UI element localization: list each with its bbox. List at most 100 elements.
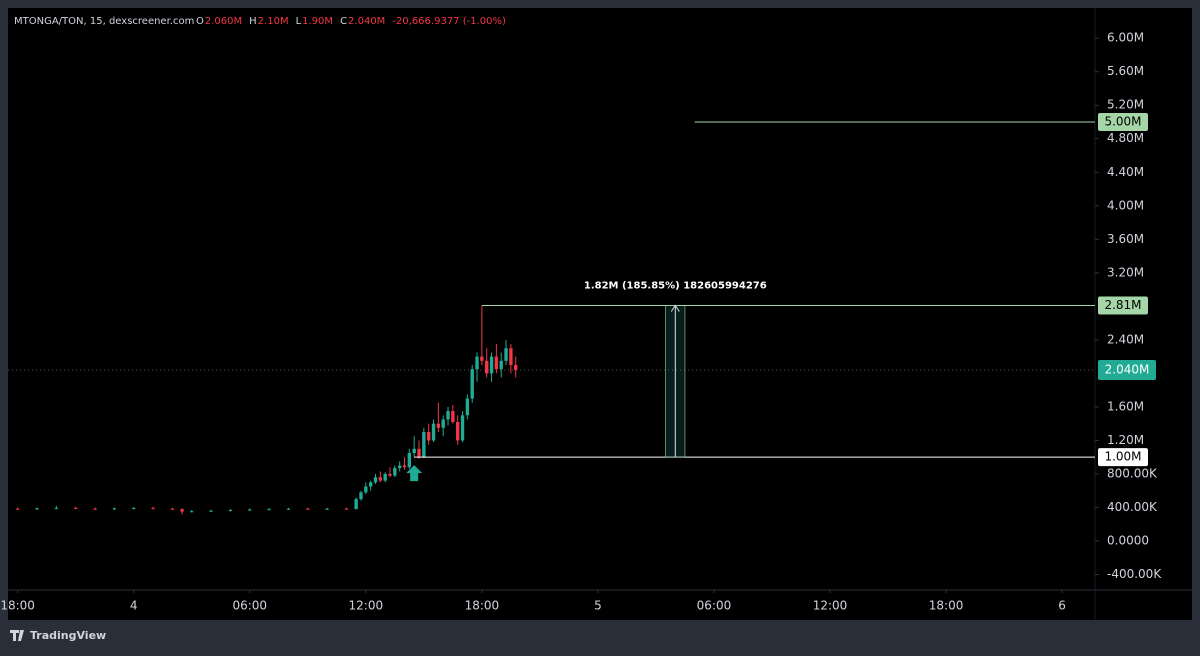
x-tick-label: 06:00 — [232, 599, 267, 613]
ohlc-label: H — [249, 16, 257, 27]
candle-body — [436, 423, 441, 428]
ohlc-value: 2.060M — [205, 16, 242, 27]
candle-body — [412, 448, 416, 453]
candle-body — [465, 398, 470, 416]
candle-body — [74, 507, 78, 509]
candle-body — [228, 509, 233, 511]
ohlc-legend: O 2.060M H 2.10M L 1.90M C 2.040M -20,666.9377 (… — [196, 16, 506, 27]
y-tick-label: 400.00K — [1107, 500, 1158, 514]
candle-body — [267, 509, 271, 511]
candle-body — [460, 415, 465, 441]
y-tick-label: -400.00K — [1107, 567, 1162, 581]
ohlc-value: 1.90M — [302, 16, 333, 27]
y-tick-label: 1.20M — [1107, 433, 1144, 447]
candle-body — [509, 348, 513, 365]
ohlc-label: O — [196, 16, 204, 27]
measure-text: 1.82M (185.85%) 182605994276 — [584, 280, 767, 291]
candle-body — [456, 421, 460, 441]
x-tick-label: 12:00 — [349, 599, 384, 613]
x-tick-label: 18:00 — [465, 599, 500, 613]
y-tick-label: 4.00M — [1107, 198, 1144, 212]
candle-body — [286, 508, 291, 510]
y-tick-label: 3.60M — [1107, 232, 1144, 246]
x-tick-label: 18:00 — [0, 599, 35, 613]
candle-body — [190, 511, 194, 513]
candle-body — [378, 477, 383, 481]
candle-body — [248, 509, 252, 511]
panel — [8, 8, 1192, 620]
current-price-label: 2.040M — [1105, 363, 1150, 377]
ohlc-label: L — [296, 16, 302, 27]
brand: TradingView — [10, 629, 106, 642]
candle-body — [417, 448, 421, 458]
y-tick-label: 5.60M — [1107, 64, 1144, 78]
candle-body — [180, 509, 184, 512]
candle-body — [112, 508, 117, 510]
price-label-box — [1098, 296, 1148, 315]
y-tick-label: 5.20M — [1107, 98, 1144, 112]
x-tick-label: 12:00 — [813, 599, 848, 613]
candle-body — [54, 507, 59, 509]
change: -20,666.9377 (-1.00%) — [392, 16, 506, 27]
candle-body — [470, 369, 474, 399]
brand-name: TradingView — [30, 629, 106, 642]
candle-body — [489, 356, 494, 374]
candle-body — [15, 508, 20, 510]
x-tick-label: 5 — [594, 599, 602, 613]
candle-body — [325, 508, 329, 510]
candle-body — [344, 508, 349, 510]
x-tick-label: 06:00 — [697, 599, 732, 613]
candle-body — [170, 508, 175, 510]
y-tick-label: 6.00M — [1107, 31, 1144, 45]
candle-body — [364, 486, 368, 493]
symbol: MTONGA/TON, 15, dexscreener.com — [14, 16, 194, 27]
candle-body — [514, 364, 518, 371]
y-tick-label: 0.0000 — [1107, 533, 1149, 547]
ohlc-value: 2.10M — [258, 16, 289, 27]
candle-body — [499, 360, 503, 370]
price-label-box — [1098, 448, 1148, 467]
x-tick-label: 4 — [130, 599, 138, 613]
candle-body — [368, 482, 373, 487]
y-tick-label: 1.60M — [1107, 399, 1144, 413]
ohlc-value: 2.040M — [348, 16, 385, 27]
candle-body — [93, 508, 97, 510]
current-price-box — [1098, 360, 1156, 381]
candle-body — [373, 477, 378, 483]
y-tick-label: 800.00K — [1107, 466, 1158, 480]
x-tick-label: 6 — [1058, 599, 1066, 613]
candle-body — [35, 508, 39, 510]
candle-body — [397, 465, 402, 469]
measure-arrow-head — [670, 304, 680, 312]
y-tick-label: 4.40M — [1107, 165, 1144, 179]
candle-body — [388, 473, 392, 476]
candle-body — [402, 465, 407, 468]
candle-body — [383, 473, 387, 481]
logo — [10, 630, 24, 641]
candle-body — [441, 419, 445, 428]
ohlc-label: C — [340, 16, 347, 27]
y-tick-label: 2.40M — [1107, 332, 1144, 346]
candle-body — [446, 411, 450, 420]
candle-body — [354, 499, 358, 510]
candle-body — [475, 356, 479, 370]
candle-body — [485, 360, 489, 374]
candle-body — [504, 348, 508, 361]
candle-body — [451, 411, 455, 422]
candle-body — [431, 423, 436, 441]
candle-body — [306, 508, 310, 510]
candle-body — [480, 356, 484, 361]
candle-body — [132, 508, 136, 510]
price-label-box — [1098, 112, 1148, 131]
y-tick-label: 4.80M — [1107, 131, 1144, 145]
candle-body — [494, 356, 499, 370]
candle-body — [359, 492, 363, 500]
price-label: 1.00M — [1104, 450, 1141, 464]
candle-body — [426, 432, 431, 441]
candle-body — [151, 508, 155, 510]
price-label: 2.81M — [1104, 298, 1141, 312]
x-tick-label: 18:00 — [929, 599, 964, 613]
candle-body — [393, 468, 397, 476]
price-label: 5.00M — [1104, 114, 1141, 128]
